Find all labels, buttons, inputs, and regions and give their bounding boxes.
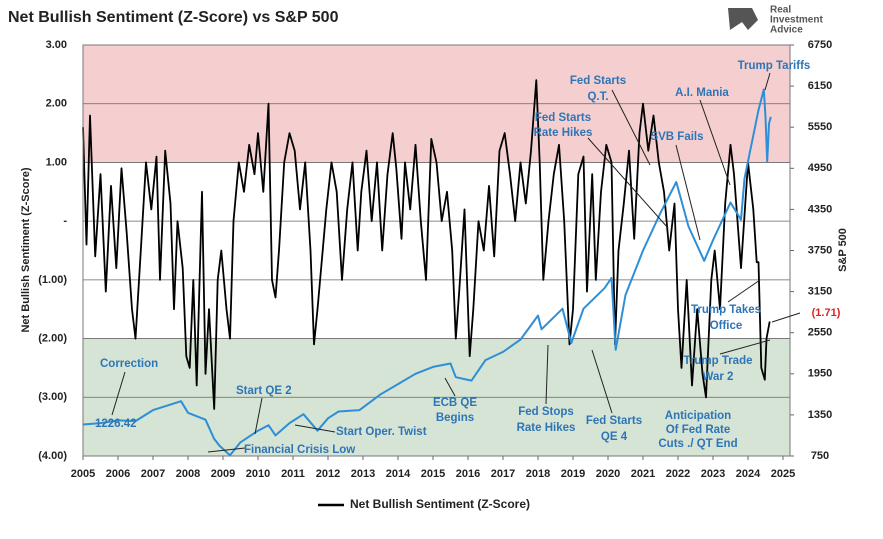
annotation: Anticipation	[665, 410, 731, 422]
logo-text: Real	[770, 5, 791, 16]
y2-tick-label: 2550	[808, 327, 832, 339]
series-line	[82, 88, 772, 457]
x-tick-label: 2021	[631, 468, 655, 480]
annotation: SVB Fails	[650, 131, 703, 143]
annotation: Rate Hikes	[517, 422, 576, 434]
y-tick-label: 1.00	[46, 156, 67, 168]
y-tick-label: 3.00	[46, 39, 67, 51]
annotation: Cuts ./ QT End	[658, 438, 737, 450]
annotation: Rate Hikes	[534, 127, 593, 139]
x-tick-label: 2018	[526, 468, 550, 480]
annotation: Fed Starts	[570, 75, 626, 87]
logo-text: Advice	[770, 25, 803, 36]
y-tick-label: (4.00)	[38, 450, 67, 462]
y2-tick-label: 4350	[808, 203, 832, 215]
x-tick-label: 2013	[351, 468, 375, 480]
y2-axis-label: S&P 500	[837, 228, 849, 272]
logo-mark	[728, 8, 758, 30]
y2-tick-label: 6750	[808, 39, 832, 51]
y2-tick-label: 750	[811, 450, 829, 462]
annotation: Begins	[436, 412, 474, 424]
annotation: Fed Stops	[518, 406, 574, 418]
annotation: War 2	[703, 371, 734, 383]
series-line	[82, 79, 771, 410]
bands	[83, 45, 790, 456]
annotation: Trump Trade	[683, 355, 752, 367]
x-tick-label: 2014	[386, 468, 411, 480]
y2-tick-label: 3150	[808, 286, 832, 298]
annotation: 1226.42	[95, 418, 137, 430]
y2-tick-label: 1350	[808, 409, 832, 421]
x-tick-label: 2012	[316, 468, 340, 480]
x-tick-label: 2015	[421, 468, 445, 480]
annotation: ECB QE	[433, 397, 477, 409]
x-tick-label: 2010	[246, 468, 270, 480]
y2-tick-label: 3750	[808, 244, 832, 256]
logo-text: Investment	[770, 15, 823, 26]
x-tick-label: 2005	[71, 468, 95, 480]
chart-title: Net Bullish Sentiment (Z-Score) vs S&P 5…	[8, 9, 339, 26]
y-axis-label: Net Bullish Sentiment (Z-Score)	[20, 167, 32, 332]
x-tick-label: 2017	[491, 468, 515, 480]
annotation: Office	[710, 320, 743, 332]
annotations: Correction 1226.42 Start QE 2 Financial …	[95, 60, 841, 456]
annotation: Start Oper. Twist	[336, 426, 427, 438]
annotation: Fed Starts	[586, 415, 642, 427]
annotation: Of Fed Rate	[666, 424, 731, 436]
x-tick-label: 2009	[211, 468, 235, 480]
end-label: (1.71)	[812, 307, 841, 319]
x-tick-label: 2024	[736, 468, 761, 480]
x-tick-label: 2020	[596, 468, 620, 480]
y2-tick-label: 1950	[808, 368, 832, 380]
plot-frame	[82, 44, 791, 457]
annotation: Trump Tariffs	[738, 60, 811, 72]
annotation: QE 4	[601, 431, 628, 443]
y2-tick-label: 6150	[808, 80, 832, 92]
lines	[82, 79, 772, 457]
y-tick-label: 2.00	[46, 98, 67, 110]
x-tick-label: 2016	[456, 468, 480, 480]
y2-tick-label: 4950	[808, 162, 832, 174]
x-tick-label: 2008	[176, 468, 200, 480]
y-tick-label: (2.00)	[38, 332, 67, 344]
y-tick-label: (1.00)	[38, 274, 67, 286]
y-tick-label: -	[63, 215, 67, 227]
y-tick-label: (3.00)	[38, 391, 67, 403]
annotation: Financial Crisis Low	[244, 444, 355, 456]
logo: Real Investment Advice	[728, 5, 823, 36]
x-tick-label: 2006	[106, 468, 130, 480]
annotation: Start QE 2	[236, 385, 292, 397]
x-tick-label: 2019	[561, 468, 585, 480]
x-tick-label: 2023	[701, 468, 725, 480]
annotation: Q.T.	[587, 91, 608, 103]
y2-tick-label: 5550	[808, 121, 832, 133]
legend-label: Net Bullish Sentiment (Z-Score)	[350, 497, 530, 511]
annotation: Fed Starts	[535, 112, 591, 124]
x-tick-label: 2022	[666, 468, 690, 480]
annotation: Correction	[100, 358, 158, 370]
x-tick-label: 2011	[281, 468, 305, 480]
leader-lines	[111, 72, 801, 453]
x-tick-label: 2007	[141, 468, 165, 480]
annotation: Trump Takes	[691, 304, 761, 316]
x-tick-label: 2025	[771, 468, 795, 480]
annotation: A.I. Mania	[675, 87, 729, 99]
